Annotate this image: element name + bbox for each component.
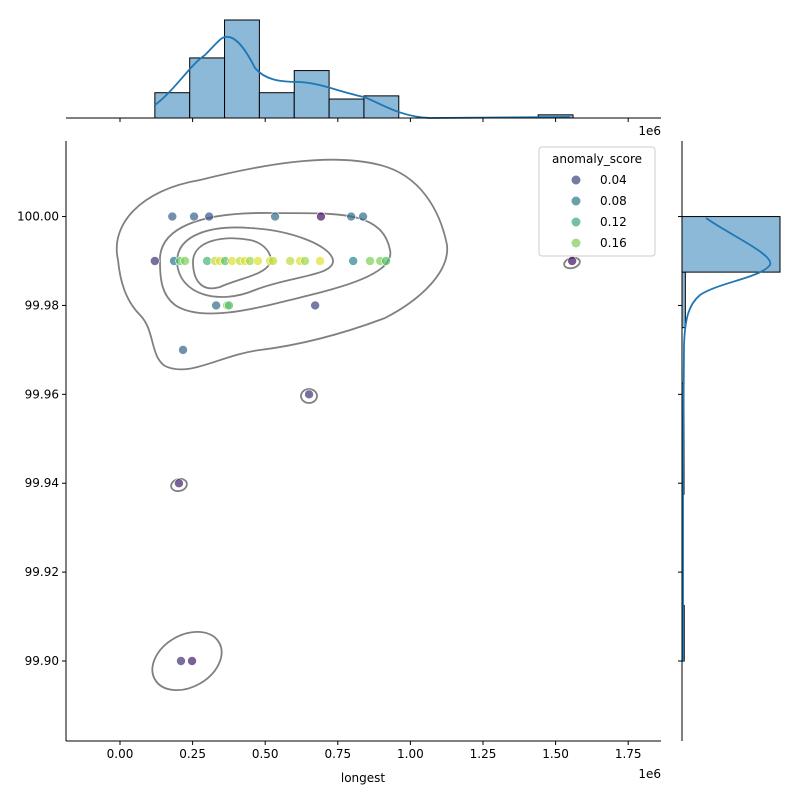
x-tick-label: 1.50 [542, 747, 569, 761]
legend-items: 0.04 0.08 0.12 0.16 [571, 173, 627, 250]
legend-marker [571, 238, 581, 248]
top-marginal-histogram [154, 19, 574, 119]
top-hist-bar [258, 92, 295, 119]
kde-contour-2 [159, 212, 391, 315]
top-hist-bar [189, 57, 226, 119]
kde-contours [115, 158, 581, 692]
scatter-point [178, 345, 188, 355]
top-marginal-kde [154, 36, 571, 119]
right-hist-bar [681, 216, 781, 273]
top-hist-bar [154, 92, 191, 119]
right-marginal-kde [682, 217, 771, 662]
y-tick-label: 99.90 [25, 654, 59, 668]
x-tick-label: 1.75 [615, 747, 642, 761]
top-hist-bar [224, 19, 260, 119]
scatter-point [204, 211, 214, 222]
kde-contour-outer [115, 158, 448, 371]
y-ticks: 100.00 99.98 99.96 99.94 99.92 99.90 [17, 210, 682, 668]
scatter-point [567, 256, 577, 266]
legend-label: 0.12 [600, 215, 627, 229]
kde-contour-small [300, 388, 318, 404]
legend-label: 0.16 [600, 236, 627, 250]
scatter-point [187, 656, 197, 666]
scatter-point [381, 256, 391, 266]
scatter-point [300, 256, 310, 266]
y-tick-label: 99.92 [25, 565, 59, 579]
top-hist-bar [293, 70, 330, 119]
legend-box [538, 146, 656, 257]
legend-marker [571, 196, 581, 206]
scatter-point [346, 211, 356, 222]
scatter-point [270, 211, 280, 222]
x-tick-label: 0.25 [179, 747, 206, 761]
scatter-point [176, 656, 186, 666]
scatter-point [253, 256, 263, 266]
legend-marker [571, 217, 581, 227]
scatter-point [310, 300, 320, 311]
kde-contour-small [151, 630, 223, 692]
scatter-point [150, 256, 160, 266]
scatter-points [150, 211, 577, 666]
legend-label: 0.08 [600, 194, 627, 208]
scatter-point [224, 300, 234, 311]
legend-marker [571, 175, 581, 185]
top-hist-bar [328, 98, 365, 119]
x-axis-label: longest [341, 771, 386, 785]
scatter-point [348, 256, 358, 266]
legend-label: 0.04 [600, 173, 627, 187]
kde-contour-3 [176, 226, 334, 298]
x-tick-label: 0.00 [107, 747, 134, 761]
y-tick-label: 100.00 [17, 210, 59, 224]
scatter-point [315, 256, 325, 266]
x-offset-label: 1e6 [638, 767, 661, 781]
y-tick-label: 99.94 [25, 476, 59, 490]
y-tick-label: 99.98 [25, 298, 59, 312]
x-tick-label: 0.50 [252, 747, 279, 761]
legend-title: anomaly_score [552, 152, 642, 166]
y-tick-label: 99.96 [25, 387, 59, 401]
scatter-point [211, 300, 221, 311]
scatter-point [268, 256, 278, 266]
scatter-point [304, 389, 314, 400]
scatter-point [316, 211, 326, 222]
scatter-point [167, 211, 178, 222]
x-tick-label: 1.25 [470, 747, 497, 761]
scatter-point [180, 256, 190, 266]
scatter-point [358, 211, 368, 222]
scatter-point [285, 256, 295, 266]
top-x-offset-label: 1e6 [638, 124, 661, 138]
scatter-point [365, 256, 375, 266]
legend: anomaly_score 0.04 0.08 0.12 0.16 [538, 146, 656, 257]
x-tick-label: 0.75 [324, 747, 351, 761]
x-tick-label: 1.00 [397, 747, 424, 761]
scatter-point [174, 478, 184, 489]
x-ticks: 0.00 0.25 0.50 0.75 1.00 1.25 1.50 1.75 [107, 118, 642, 761]
scatter-point [189, 211, 199, 222]
right-hist-bar [681, 271, 686, 329]
